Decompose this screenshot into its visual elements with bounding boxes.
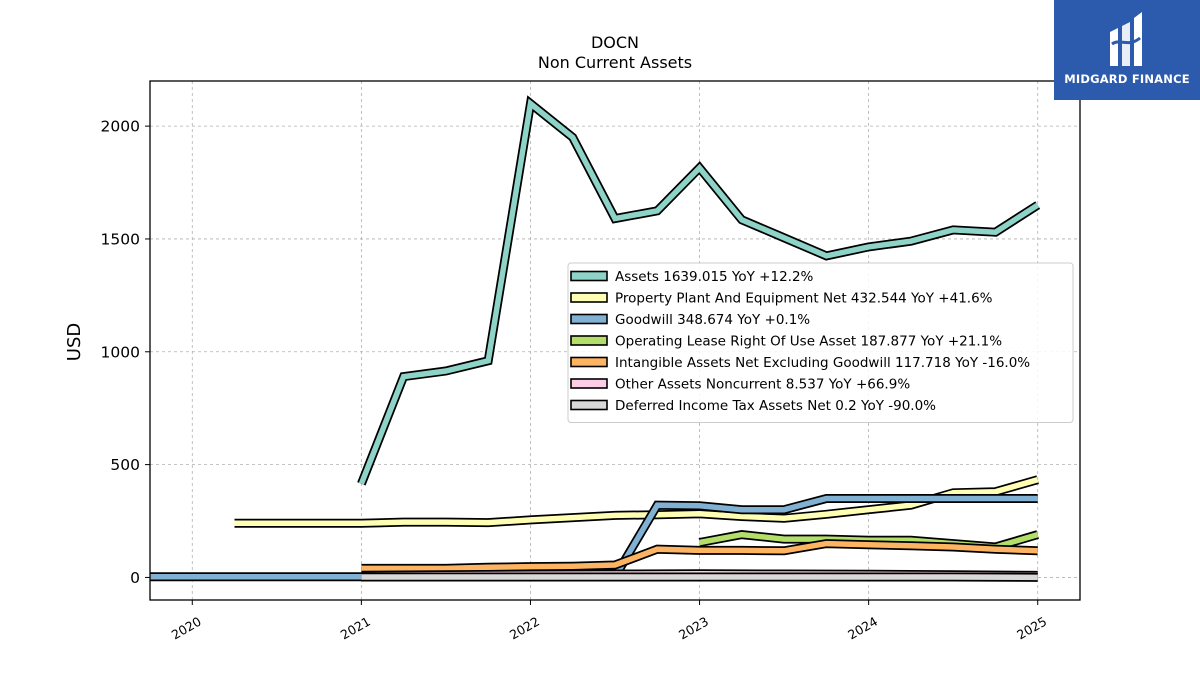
brand-logo: MIDGARD FINANCE [1054,0,1200,100]
y-tick-label: 1000 [101,343,140,361]
y-tick-label: 2000 [101,118,140,136]
legend[interactable]: Assets 1639.015 YoY +12.2% Property Plant… [567,262,1074,423]
legend-label-deferred-income-tax-assets-net: Deferred Income Tax Assets Net 0.2 YoY -… [615,398,936,414]
legend-label-other-assets-noncurrent: Other Assets Noncurrent 8.537 YoY +66.9% [615,377,910,393]
legend-label-property-plant-and-equipment-net: Property Plant And Equipment Net 432.544… [615,291,993,307]
series-line-intangible-assets-net-excluding-goodwill [361,540,1038,572]
series-line-property-plant-and-equipment-net [234,477,1039,527]
legend-label-operating-lease-right-of-use-asset: Operating Lease Right Of Use Asset 187.8… [615,334,1002,350]
legend-swatch-property-plant-and-equipment-net [570,292,608,303]
legend-swatch-intangible-assets-net-excluding-goodwill [570,356,608,368]
legend-swatch-operating-lease-right-of-use-asset [570,335,608,346]
logo-mark-icon [1110,12,1142,66]
legend-label-assets: Assets 1639.015 YoY +12.2% [615,269,814,285]
y-axis-label: USD [64,323,85,361]
y-tick-label: 0 [130,569,140,587]
chart-subtitle: Non Current Assets [538,53,692,72]
y-tick-label: 500 [110,456,140,474]
logo-text: MIDGARD FINANCE [1064,72,1190,86]
legend-label-goodwill: Goodwill 348.674 YoY +0.1% [615,312,810,328]
legend-swatch-deferred-income-tax-assets-net [570,399,608,411]
legend-swatch-goodwill [570,313,608,325]
series-lines [150,95,1041,582]
legend-swatch-other-assets-noncurrent [570,378,608,389]
legend-swatch-assets [570,270,608,282]
y-tick-label: 1500 [101,230,140,248]
series-line-assets [358,98,1040,485]
chart-title: DOCN [591,33,639,52]
legend-label-intangible-assets-net-excluding-goodwill: Intangible Assets Net Excluding Goodwill… [615,355,1030,371]
y-axis-ticks: 0 500 1000 1500 2000 [101,118,150,587]
plot-frame [149,80,1081,601]
legend-box [567,262,1074,423]
